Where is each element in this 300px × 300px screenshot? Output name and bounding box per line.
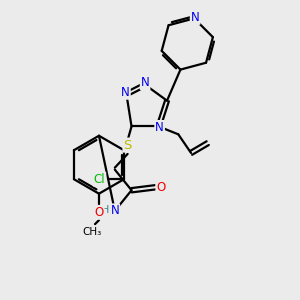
Text: Cl: Cl <box>94 173 105 186</box>
Text: H: H <box>101 205 109 215</box>
Text: CH₃: CH₃ <box>82 227 102 237</box>
Text: N: N <box>141 76 149 89</box>
Text: O: O <box>156 181 166 194</box>
Text: N: N <box>110 204 119 218</box>
Text: N: N <box>155 121 164 134</box>
Text: O: O <box>94 206 104 219</box>
Text: N: N <box>191 11 200 24</box>
Text: S: S <box>123 139 132 152</box>
Text: N: N <box>121 86 130 99</box>
